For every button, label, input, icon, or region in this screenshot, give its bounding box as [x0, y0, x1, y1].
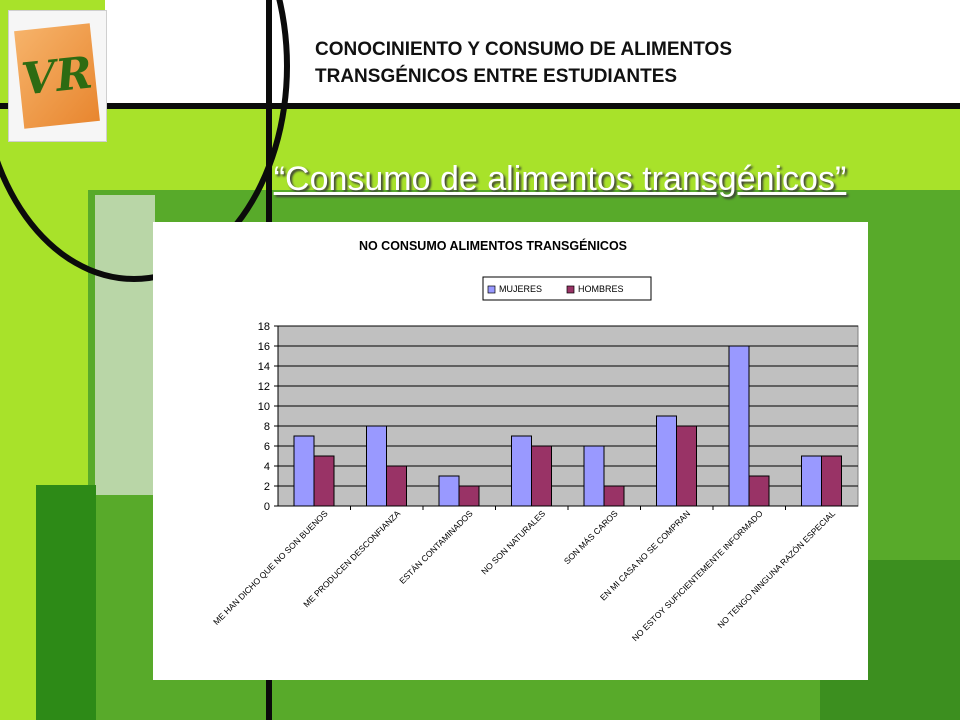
bar-mujeres: [656, 415, 677, 507]
x-tick-label: ESTÁN CONTAMINADOS: [397, 508, 475, 586]
logo-text: VR: [19, 46, 95, 106]
bar-mujeres: [801, 455, 822, 507]
header-line-1: CONOCINIENTO Y CONSUMO DE ALIMENTOS: [315, 39, 732, 60]
y-tick-label: 4: [264, 461, 270, 473]
y-tick-label: 18: [258, 321, 270, 333]
header-line-2: TRANSGÉNICOS ENTRE ESTUDIANTES: [315, 66, 678, 87]
bar-hombres: [458, 485, 480, 507]
legend-label-mujeres: MUJERES: [499, 284, 542, 294]
bar-hombres: [313, 455, 335, 507]
x-tick-label: NO TENGO NINGUNA RAZÓN ESPECIAL: [715, 508, 837, 630]
logo: VR: [8, 10, 107, 142]
legend-swatch-hombres: [566, 285, 575, 294]
bar-hombres: [748, 475, 770, 507]
bar-mujeres: [583, 445, 605, 507]
x-tick-label: ME HAN DICHO QUE NO SON BUENOS: [211, 508, 330, 627]
y-tick-label: 14: [258, 361, 270, 373]
bar-hombres: [531, 445, 552, 507]
chart-title: NO CONSUMO ALIMENTOS TRANSGÉNICOS: [359, 238, 627, 253]
chart-legend: MUJERES HOMBRES: [482, 276, 652, 301]
dark-green-panel: [36, 485, 96, 720]
chart-container: NO CONSUMO ALIMENTOS TRANSGÉNICOS MUJERE…: [153, 222, 868, 680]
bar-mujeres: [438, 475, 460, 507]
bar-chart: NO CONSUMO ALIMENTOS TRANSGÉNICOS MUJERE…: [211, 238, 859, 643]
x-tick-label: NO ESTOY SUFICIENTEMENTE INFORMADO: [630, 508, 765, 643]
logo-badge: VR: [14, 23, 100, 129]
slide-title: “Consumo de alimentos transgénicos”: [273, 160, 847, 198]
bar-hombres: [603, 485, 625, 507]
bar-hombres: [676, 425, 697, 507]
y-tick-label: 10: [258, 401, 270, 413]
y-tick-label: 16: [258, 341, 270, 353]
x-tick-label: NO SON NATURALES: [479, 508, 547, 576]
legend-label-hombres: HOMBRES: [578, 284, 624, 294]
bar-mujeres: [728, 345, 750, 507]
x-tick-label: SON MÁS CAROS: [562, 508, 620, 566]
y-tick-label: 2: [264, 481, 270, 493]
legend-swatch-mujeres: [487, 285, 496, 294]
page-header: CONOCINIENTO Y CONSUMO DE ALIMENTOS TRAN…: [315, 36, 915, 90]
bar-hombres: [386, 465, 407, 507]
y-tick-label: 12: [258, 381, 270, 393]
plot-area: 0 2 4 6 8 10 12 14 16 18 ME HAN DICHO QUE NO SON B…: [211, 321, 859, 643]
y-tick-label: 8: [264, 421, 270, 433]
plot-background: [277, 325, 859, 507]
bar-hombres: [821, 455, 842, 507]
bar-mujeres: [511, 435, 532, 507]
y-tick-label: 0: [264, 501, 270, 513]
y-tick-label: 6: [264, 441, 270, 453]
decorative-horizontal-line: [0, 103, 960, 109]
bar-mujeres: [293, 435, 315, 507]
header-band-right: [940, 0, 960, 108]
bar-mujeres: [366, 425, 387, 507]
